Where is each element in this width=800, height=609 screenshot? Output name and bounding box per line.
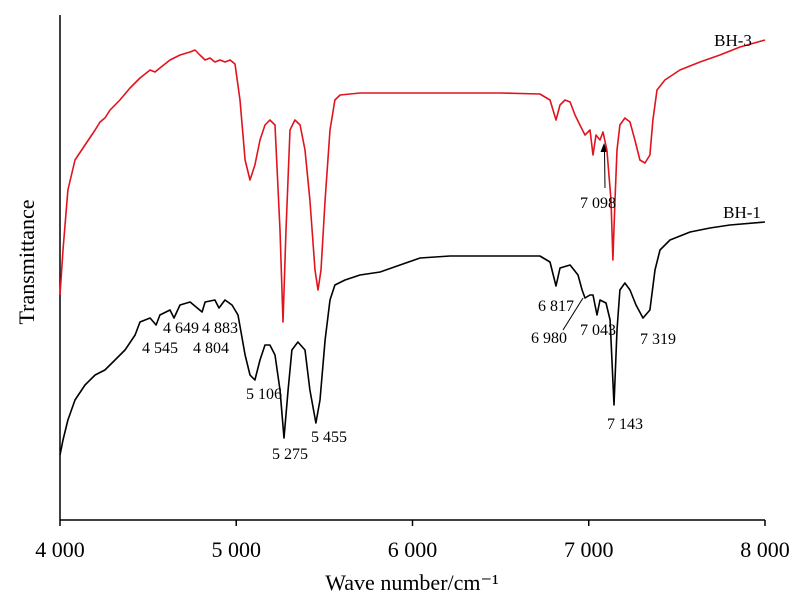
annotation-arrowhead (600, 143, 608, 152)
peak-label: 6 817 (538, 298, 574, 315)
series-label: BH-1 (723, 203, 761, 222)
peak-label: 7 098 (580, 195, 616, 212)
peak-label: 4 804 (193, 340, 229, 357)
peak-label: 4 545 (142, 340, 178, 357)
peak-label: 4 883 (202, 320, 238, 337)
annotation-leader (562, 297, 584, 331)
peak-label: 7 143 (607, 416, 643, 433)
peak-label: 7 319 (640, 331, 676, 348)
peak-label: 4 649 (163, 320, 199, 337)
spectrum-line (59, 39, 766, 323)
spectrum-line (59, 221, 766, 456)
peak-label: 5 455 (311, 429, 347, 446)
series-label: BH-3 (714, 31, 752, 50)
annotation-arrow (604, 149, 606, 189)
x-tick-label: 6 000 (388, 537, 438, 562)
peak-label: 7 043 (580, 322, 616, 339)
x-tick-label: 5 000 (212, 537, 262, 562)
peak-label: 5 106 (246, 386, 282, 403)
x-tick-label: 8 000 (740, 537, 790, 562)
peak-label: 5 275 (272, 446, 308, 463)
x-axis-title: Wave number/cm⁻¹ (325, 570, 498, 595)
x-tick-label: 4 000 (35, 537, 85, 562)
peak-label: 6 980 (531, 330, 567, 347)
y-axis-title: Transmittance (14, 199, 39, 324)
x-tick-label: 7 000 (564, 537, 614, 562)
